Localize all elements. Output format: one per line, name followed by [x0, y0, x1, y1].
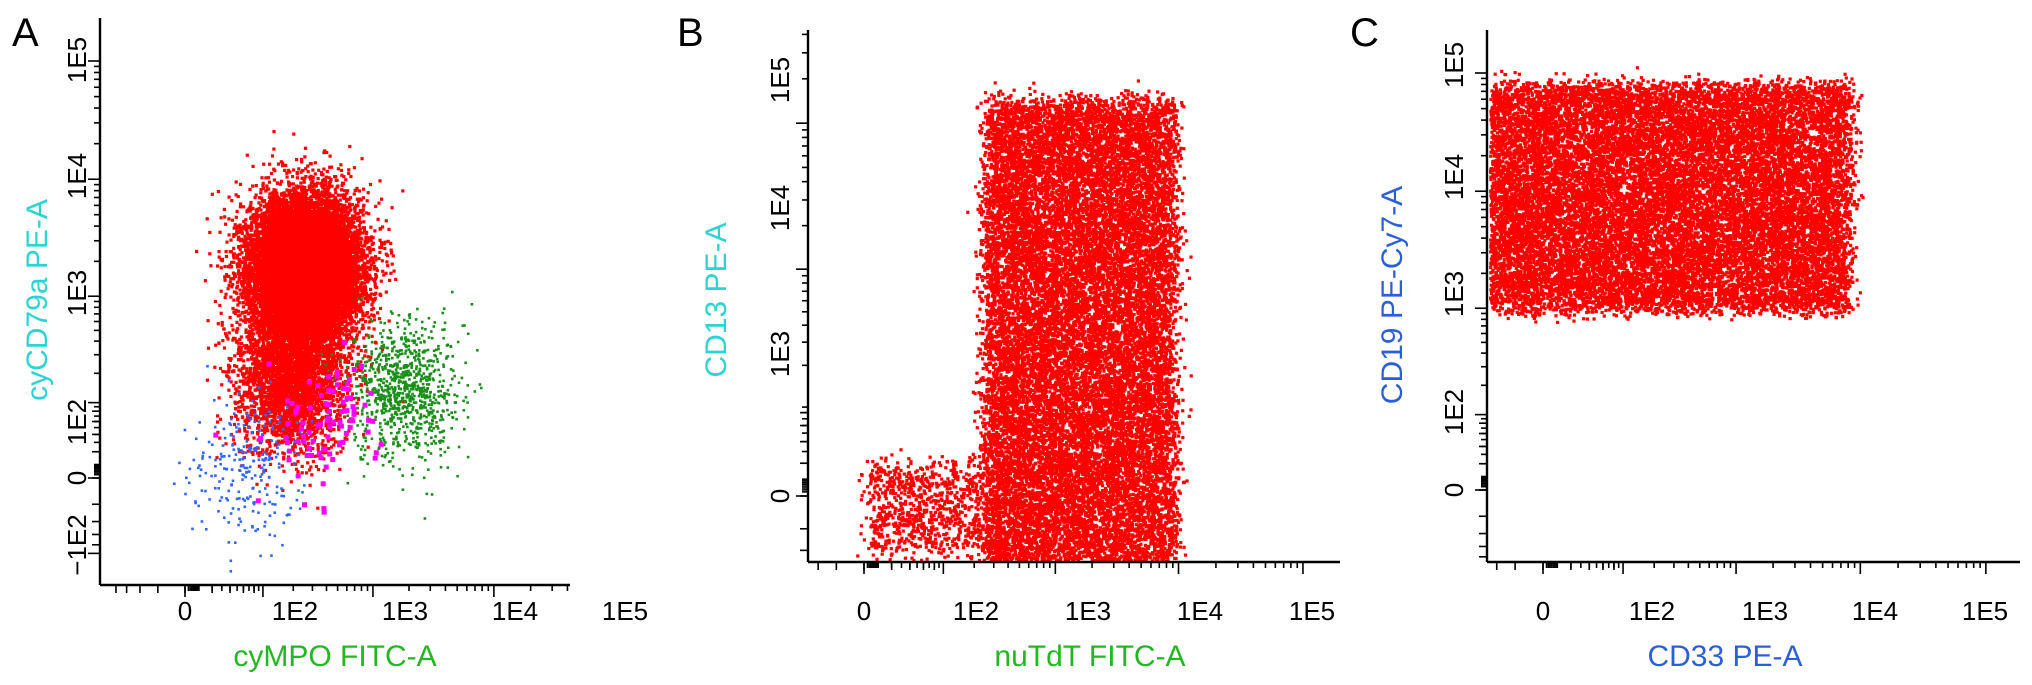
panel-a-letter: A — [12, 11, 39, 55]
scatter-point — [382, 273, 385, 276]
scatter-point — [379, 307, 382, 310]
scatter-point — [385, 219, 388, 222]
panel-a: A −1E2 0 1E2 1E3 1E4 1E5 0 1E2 1E3 1E4 1… — [12, 11, 648, 673]
scatter-point — [195, 250, 198, 253]
panel-a-points — [173, 130, 483, 573]
